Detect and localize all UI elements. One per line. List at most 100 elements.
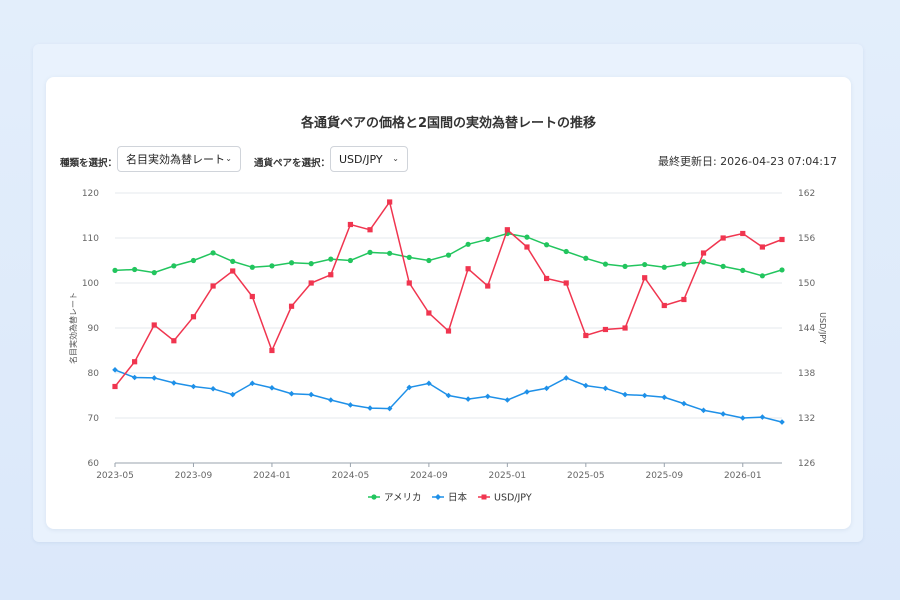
- data-point: [759, 414, 766, 420]
- grid-lines: [115, 192, 782, 464]
- data-point: [465, 241, 471, 247]
- data-point: [661, 302, 667, 309]
- data-point: [465, 266, 471, 272]
- legend-marker: [435, 494, 441, 500]
- x-tick-label: 2026-01: [724, 471, 762, 481]
- data-point: [720, 411, 726, 417]
- data-point: [563, 248, 569, 255]
- data-point: [347, 257, 354, 264]
- y-left-axis-title: 名目実効為替レート: [68, 292, 78, 364]
- legend-label: アメリカ: [384, 493, 422, 504]
- data-point: [367, 405, 373, 411]
- data-point: [406, 254, 412, 260]
- y-right-tick-label: 138: [798, 369, 815, 379]
- data-point: [132, 359, 138, 365]
- data-point: [700, 250, 707, 256]
- x-tick-label: 2025-05: [567, 471, 605, 481]
- data-point: [269, 263, 275, 269]
- data-point: [641, 392, 648, 399]
- data-point: [661, 264, 667, 270]
- data-point: [112, 367, 118, 373]
- y-right-tick-label: 150: [798, 279, 815, 289]
- data-point: [328, 256, 334, 262]
- y-left-tick-label: 90: [88, 324, 100, 334]
- data-point: [485, 236, 491, 242]
- data-point: [720, 235, 726, 241]
- data-point: [563, 280, 569, 286]
- data-point: [779, 267, 785, 273]
- data-point: [622, 325, 628, 331]
- x-tick-label: 2024-05: [332, 471, 370, 481]
- data-point: [720, 263, 726, 269]
- data-point: [779, 419, 785, 425]
- data-point: [504, 397, 511, 403]
- x-tick-label: 2025-01: [489, 471, 527, 481]
- data-point: [249, 380, 256, 387]
- data-point: [210, 283, 216, 289]
- data-point: [426, 380, 432, 387]
- data-point: [230, 258, 236, 264]
- data-point: [190, 314, 197, 320]
- data-point: [151, 375, 158, 381]
- chevron-down-icon: ⌄: [225, 154, 232, 163]
- data-point: [387, 250, 393, 256]
- data-point: [288, 390, 295, 397]
- legend-marker: [481, 494, 487, 500]
- y-left-tick-label: 60: [88, 459, 100, 469]
- data-point: [406, 384, 413, 391]
- data-point: [190, 383, 197, 390]
- type-select[interactable]: 名目実効為替レート ⌄: [117, 146, 241, 172]
- data-point: [171, 263, 177, 269]
- data-point: [151, 270, 157, 276]
- pair-select[interactable]: USD/JPY ⌄: [330, 146, 408, 172]
- data-point: [642, 261, 648, 268]
- data-point: [347, 402, 354, 408]
- data-point: [524, 389, 530, 395]
- data-point: [681, 400, 687, 407]
- data-point: [484, 393, 491, 400]
- data-point: [563, 375, 570, 381]
- chevron-down-icon: ⌄: [392, 154, 399, 163]
- data-point: [465, 396, 471, 402]
- chart-title: 各通貨ペアの価格と2国間の実効為替レートの推移: [300, 116, 597, 131]
- data-point: [367, 227, 373, 233]
- data-point: [602, 385, 609, 392]
- data-point: [210, 250, 216, 256]
- data-point: [583, 382, 589, 389]
- data-point: [308, 391, 314, 398]
- y-left-tick-label: 120: [82, 189, 99, 199]
- data-point: [681, 296, 687, 303]
- x-tick-label: 2024-01: [253, 471, 291, 481]
- data-point: [249, 264, 255, 270]
- data-point: [386, 405, 393, 412]
- data-point: [131, 374, 138, 381]
- data-point: [249, 293, 255, 300]
- data-point: [171, 380, 177, 386]
- data-point: [112, 267, 118, 273]
- data-point: [700, 259, 707, 265]
- data-point: [347, 221, 354, 228]
- data-point: [230, 268, 236, 274]
- chart-card: 各通貨ペアの価格と2国間の実効為替レートの推移 種類を選択： 名目実効為替レート…: [46, 77, 851, 529]
- data-point: [112, 383, 118, 390]
- y-right-tick-label: 156: [798, 234, 815, 244]
- data-point: [602, 261, 609, 267]
- data-point: [269, 385, 275, 391]
- data-point: [327, 397, 334, 403]
- data-point: [543, 385, 550, 392]
- x-tick-label: 2023-09: [175, 471, 213, 481]
- series-line-2: [114, 200, 783, 387]
- y-left-tick-label: 100: [82, 279, 99, 289]
- data-point: [602, 326, 609, 333]
- data-point: [759, 244, 765, 250]
- data-point: [445, 328, 452, 334]
- last-updated-text: 最終更新日: 2026-04-23 07:04:17: [657, 155, 837, 168]
- data-point: [190, 257, 197, 264]
- data-point: [739, 415, 746, 421]
- series-layer: [112, 199, 785, 425]
- data-point: [543, 275, 550, 282]
- data-point: [759, 273, 765, 279]
- type-select-label: 種類を選択：: [60, 158, 118, 169]
- data-point: [524, 234, 530, 240]
- data-point: [485, 283, 491, 289]
